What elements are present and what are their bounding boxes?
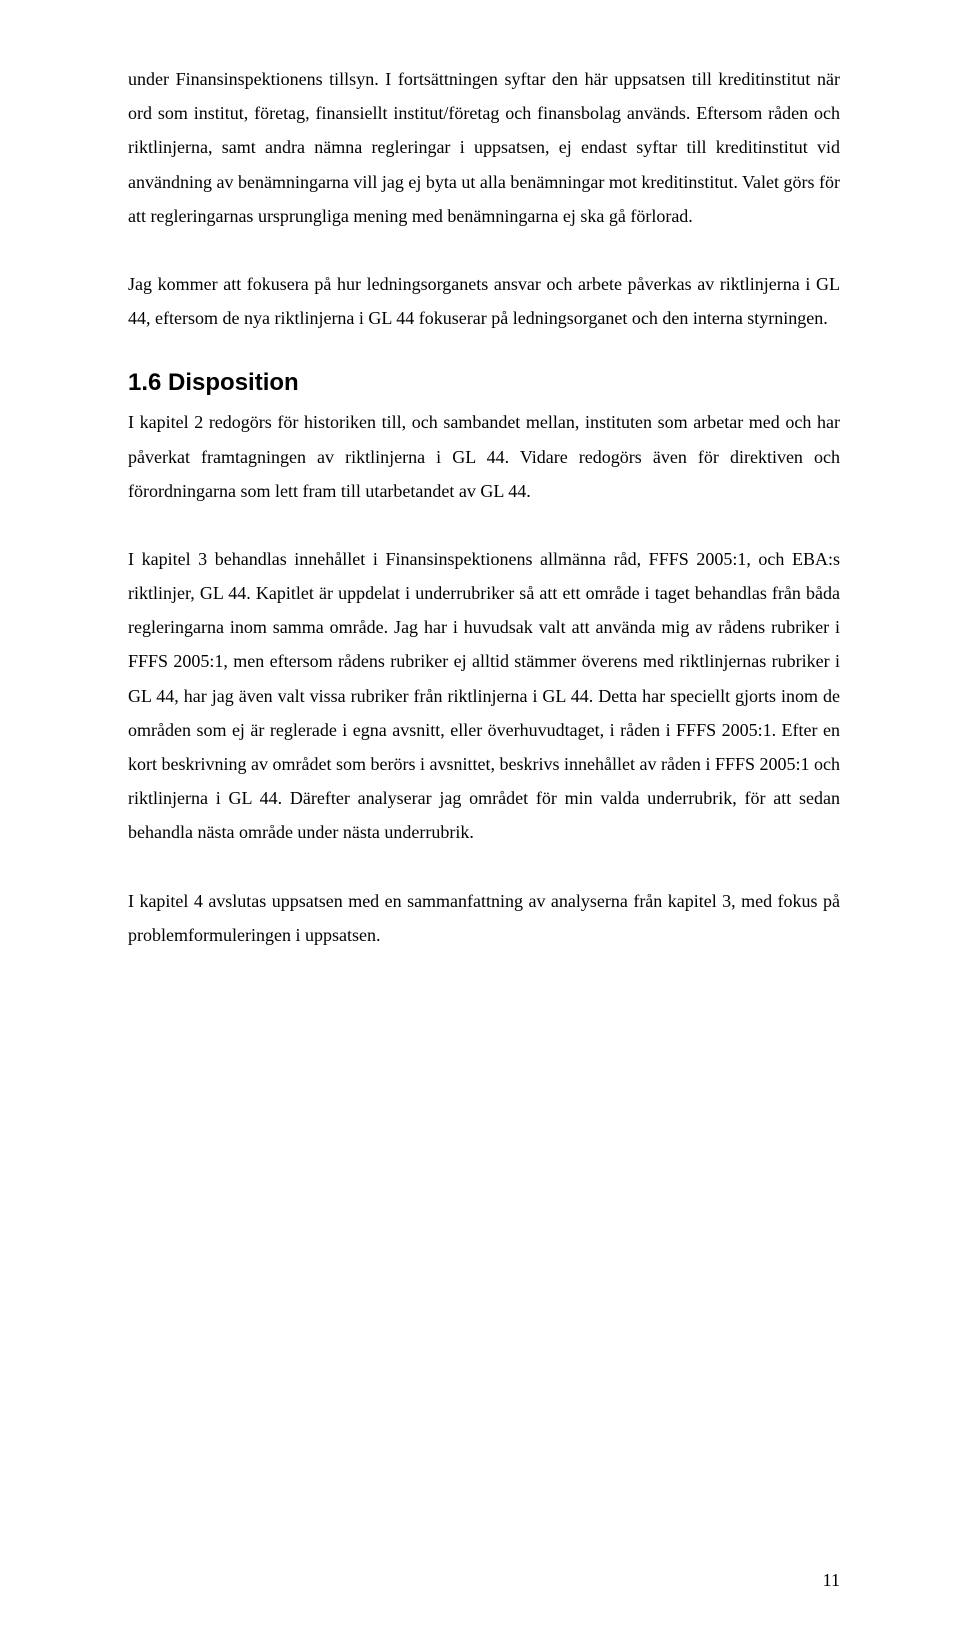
body-paragraph: Jag kommer att fokusera på hur ledningso… <box>128 267 840 335</box>
body-paragraph: I kapitel 2 redogörs för historiken till… <box>128 405 840 508</box>
page-number: 11 <box>823 1570 840 1591</box>
body-paragraph: under Finansinspektionens tillsyn. I for… <box>128 62 840 233</box>
section-heading: 1.6 Disposition <box>128 369 840 397</box>
body-paragraph: I kapitel 4 avslutas uppsatsen med en sa… <box>128 884 840 952</box>
body-paragraph: I kapitel 3 behandlas innehållet i Finan… <box>128 542 840 850</box>
